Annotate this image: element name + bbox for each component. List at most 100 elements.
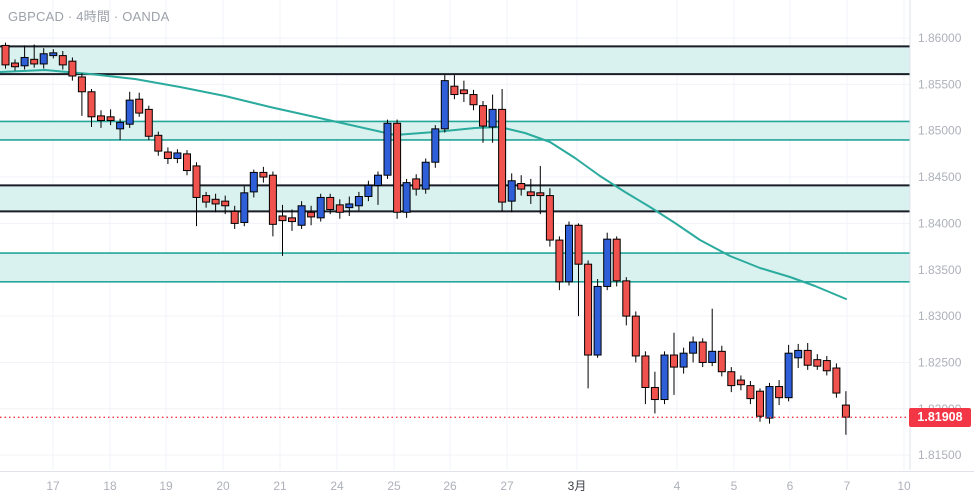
- candle: [469, 89, 478, 111]
- time-tick-label: 18: [103, 479, 117, 493]
- candle-body: [421, 161, 430, 190]
- candle-body: [183, 153, 191, 172]
- candle: [803, 342, 812, 370]
- candle: [775, 380, 784, 406]
- candle-body: [526, 191, 535, 197]
- price-tick-label: 1.84000: [918, 216, 962, 230]
- candle: [68, 57, 77, 81]
- candle-body: [116, 121, 125, 130]
- price-axis[interactable]: 1.86000 1.85500 1.85000 1.84500 1.84000 1.835…: [918, 31, 962, 462]
- candle-body: [316, 196, 325, 219]
- candle-body: [39, 53, 48, 65]
- candle-body: [784, 352, 793, 399]
- candle-body: [221, 200, 230, 207]
- candle-body: [383, 122, 392, 176]
- candle: [383, 119, 392, 179]
- candle-body: [249, 171, 258, 193]
- candle: [240, 186, 249, 227]
- candle: [813, 354, 822, 370]
- candle: [97, 110, 105, 128]
- candle: [736, 375, 745, 391]
- candle-body: [144, 108, 153, 137]
- candle-body: [679, 352, 688, 368]
- price-tick-label: 1.81500: [918, 448, 962, 462]
- candle-body: [727, 371, 736, 387]
- candle: [393, 119, 402, 219]
- ma-line: [0, 69, 847, 300]
- candle: [526, 178, 535, 204]
- candle: [679, 347, 688, 374]
- candle: [794, 343, 803, 369]
- sr-zone: [0, 45, 910, 76]
- candle: [163, 147, 172, 165]
- candle: [641, 351, 650, 405]
- candle: [221, 195, 230, 215]
- candle: [354, 191, 363, 211]
- candle-body: [440, 80, 449, 130]
- candle: [211, 193, 220, 213]
- candle: [841, 391, 850, 435]
- price-tick-label: 1.86000: [918, 31, 962, 45]
- candle: [135, 92, 144, 117]
- candle: [192, 162, 201, 227]
- candle: [670, 332, 678, 395]
- time-axis[interactable]: 17 18 19 20 21 24 25 26 27 3月 4 5 6 7 10: [46, 479, 911, 493]
- candle-body: [354, 196, 363, 207]
- candle-body: [87, 91, 96, 118]
- candle-body: [775, 386, 784, 399]
- candle-body: [689, 341, 698, 354]
- candle-body: [794, 349, 803, 359]
- candle-body: [345, 203, 354, 209]
- candles: [1, 42, 850, 435]
- candle: [746, 380, 755, 405]
- candle-body: [326, 196, 335, 210]
- price-tick-label: 1.85500: [918, 77, 962, 91]
- candle-body: [736, 379, 745, 386]
- candle-body: [536, 192, 545, 197]
- candle-body: [125, 99, 134, 125]
- candle-body: [517, 183, 526, 190]
- candle-body: [30, 58, 39, 65]
- candle-body: [832, 367, 841, 394]
- price-tick-label: 1.83000: [918, 309, 962, 323]
- time-tick-label: 19: [159, 479, 173, 493]
- candle-body: [173, 152, 182, 160]
- candle-body: [488, 108, 497, 128]
- candle-body: [278, 215, 287, 222]
- candle-body: [135, 98, 144, 114]
- candle: [459, 80, 468, 102]
- candle: [1, 42, 10, 69]
- candle: [555, 236, 564, 291]
- candle-body: [288, 217, 296, 223]
- candle: [450, 75, 459, 100]
- time-tick-label: 21: [273, 479, 287, 493]
- candle: [622, 277, 631, 326]
- candle-body: [297, 205, 306, 226]
- candle-body: [211, 198, 220, 205]
- candle-body: [622, 280, 631, 317]
- candle-body: [68, 60, 77, 77]
- candle: [593, 279, 602, 358]
- candle: [173, 149, 182, 164]
- candle-body: [813, 359, 822, 367]
- candle-body: [469, 94, 478, 106]
- price-tick-label: 1.83500: [918, 263, 962, 277]
- candle: [335, 199, 344, 219]
- candle-body: [106, 116, 115, 122]
- candle-body: [841, 404, 850, 418]
- candle: [660, 351, 669, 405]
- candle: [230, 205, 239, 229]
- time-tick-label: 7: [844, 479, 851, 493]
- candle: [106, 109, 115, 126]
- candle-body: [450, 85, 459, 96]
- candle-body: [230, 210, 239, 224]
- candle: [689, 336, 698, 363]
- candle-body: [58, 55, 67, 66]
- candle-body: [192, 165, 201, 198]
- time-tick-label: 27: [500, 479, 514, 493]
- candle-body: [670, 354, 678, 368]
- candle: [756, 388, 764, 422]
- candle-body: [154, 134, 163, 152]
